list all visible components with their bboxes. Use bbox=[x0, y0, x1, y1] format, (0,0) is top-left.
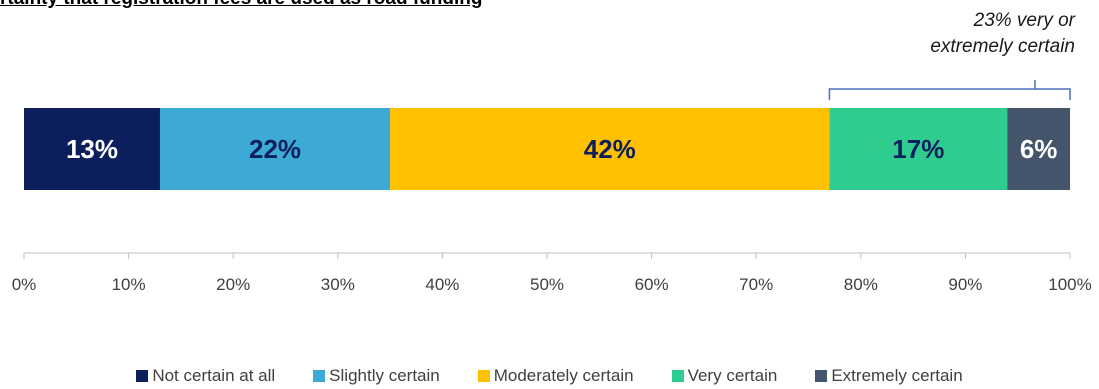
x-tick-label-10: 100% bbox=[1048, 275, 1091, 294]
legend-swatch-2 bbox=[477, 370, 490, 382]
x-tick-label-2: 20% bbox=[216, 275, 250, 294]
x-tick-label-7: 70% bbox=[739, 275, 773, 294]
legend-label-0: Not certain at all bbox=[152, 366, 276, 385]
x-tick-label-5: 50% bbox=[530, 275, 564, 294]
legend-swatch-0 bbox=[136, 370, 149, 382]
data-label-1: 22% bbox=[249, 134, 301, 164]
annotation-text: 23% very or extremely certain bbox=[815, 8, 1075, 60]
x-tick-label-3: 30% bbox=[321, 275, 355, 294]
legend-item-0: Not certain at all bbox=[136, 364, 275, 388]
x-tick-label-9: 90% bbox=[948, 275, 982, 294]
annotation-line-1: 23% very or bbox=[973, 10, 1075, 31]
x-tick-label-8: 80% bbox=[844, 275, 878, 294]
bar-segment-3 bbox=[829, 108, 1008, 190]
legend-item-2: Moderately certain bbox=[477, 364, 634, 388]
bar-segment-1 bbox=[159, 108, 391, 190]
legend-label-4: Extremely certain bbox=[831, 366, 963, 385]
data-label-0: 13% bbox=[66, 134, 118, 164]
legend-swatch-4 bbox=[815, 370, 828, 382]
chart-title: rtainty that registration fees are used … bbox=[0, 0, 700, 10]
data-label-4: 6% bbox=[1020, 134, 1058, 164]
annotation-bracket bbox=[828, 80, 1071, 100]
data-label-3: 17% bbox=[892, 134, 944, 164]
x-tick-label-4: 40% bbox=[425, 275, 459, 294]
bar-segment-4 bbox=[1007, 108, 1070, 190]
legend-label-1: Slightly certain bbox=[329, 366, 440, 385]
legend: Not certain at all Slightly certain Modera… bbox=[0, 364, 1099, 388]
legend-swatch-1 bbox=[313, 370, 326, 382]
stacked-bar-chart: 13% 22% 42% 17% 6% 0% 10% 20% 30% 40% 50% 60% 70% 80%… bbox=[12, 80, 1092, 294]
x-tick-label-0: 0% bbox=[12, 275, 37, 294]
data-label-2: 42% bbox=[584, 134, 636, 164]
annotation-line-2: extremely certain bbox=[930, 36, 1075, 57]
legend-item-1: Slightly certain bbox=[313, 364, 440, 388]
x-tick-label-6: 60% bbox=[635, 275, 669, 294]
legend-label-2: Moderately certain bbox=[493, 366, 634, 385]
x-tick-label-1: 10% bbox=[112, 275, 146, 294]
legend-item-3: Very certain bbox=[671, 364, 778, 388]
bar-segment-2 bbox=[390, 108, 830, 190]
legend-swatch-3 bbox=[671, 370, 684, 382]
bar-segment-0 bbox=[24, 108, 160, 190]
legend-label-3: Very certain bbox=[687, 366, 778, 385]
legend-item-4: Extremely certain bbox=[815, 364, 963, 388]
